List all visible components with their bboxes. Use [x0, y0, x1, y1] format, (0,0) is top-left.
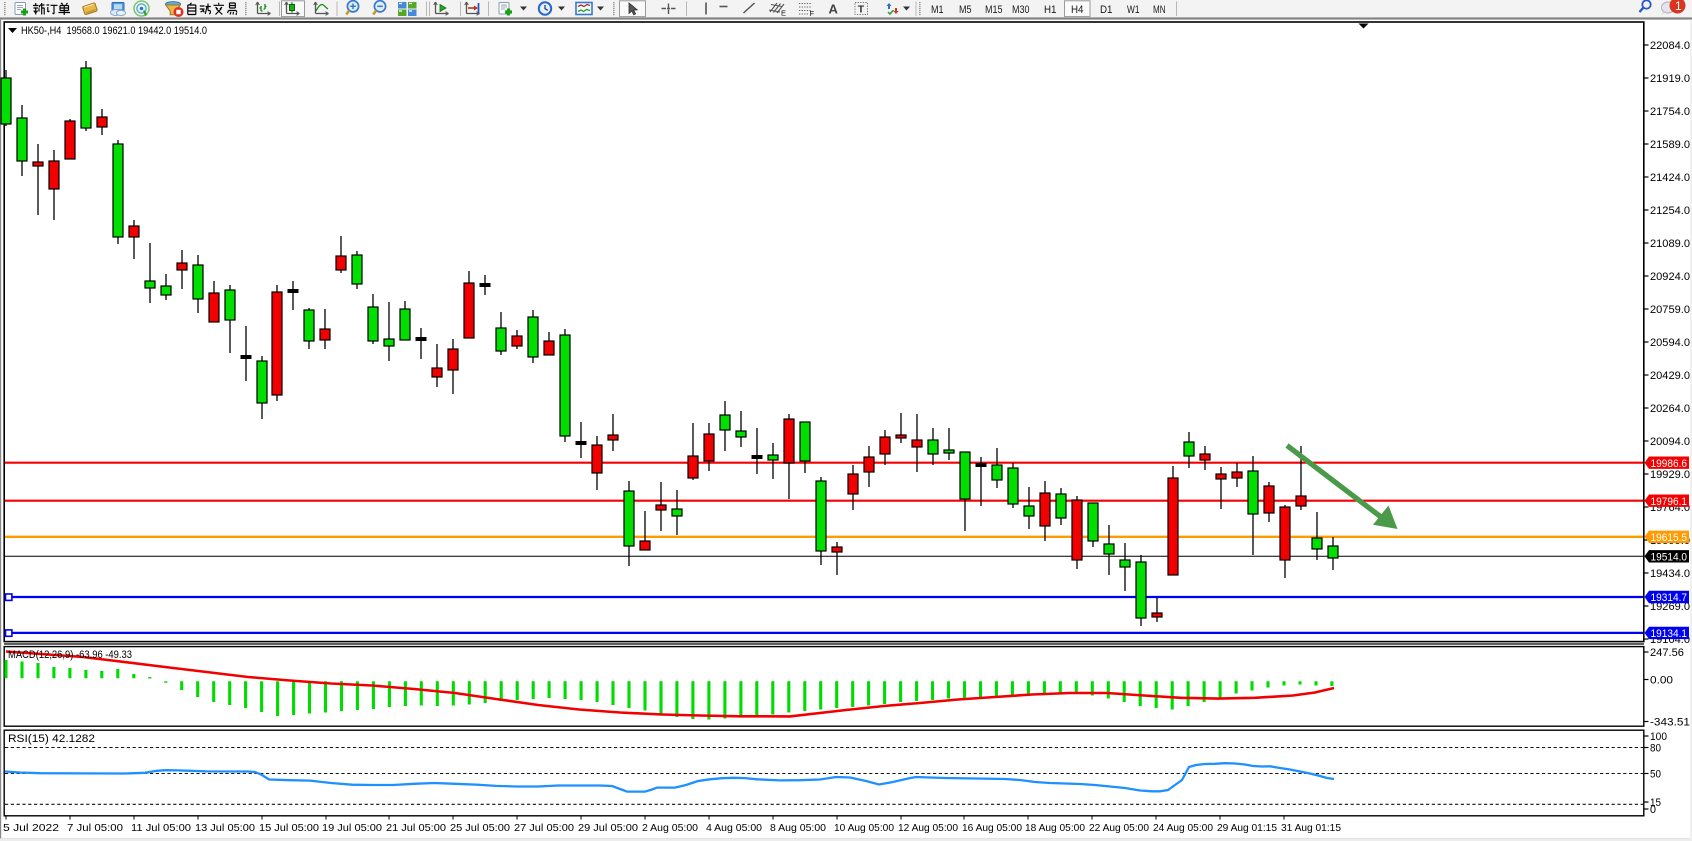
svg-text:15 Jul 05:00: 15 Jul 05:00 — [259, 822, 319, 834]
svg-text:19434.0: 19434.0 — [1650, 568, 1690, 580]
svg-text:100: 100 — [1650, 731, 1667, 743]
svg-text:1: 1 — [1675, 0, 1682, 13]
svg-text:19134.1: 19134.1 — [1651, 628, 1688, 640]
svg-text:21 Jul 05:00: 21 Jul 05:00 — [386, 822, 446, 834]
svg-text:20759.0: 20759.0 — [1650, 304, 1690, 316]
svg-text:29 Aug 01:15: 29 Aug 01:15 — [1217, 822, 1277, 834]
svg-text:21254.0: 21254.0 — [1650, 205, 1690, 217]
svg-text:20264.0: 20264.0 — [1650, 403, 1690, 415]
svg-text:13 Jul 05:00: 13 Jul 05:00 — [195, 822, 255, 834]
svg-text:21089.0: 21089.0 — [1650, 238, 1690, 250]
svg-text:27 Jul 05:00: 27 Jul 05:00 — [514, 822, 574, 834]
svg-text:0: 0 — [1650, 804, 1656, 816]
svg-text:T: T — [858, 4, 865, 16]
svg-text:7 Jul 05:00: 7 Jul 05:00 — [67, 822, 123, 834]
svg-text:D1: D1 — [1100, 4, 1113, 16]
svg-text:50: 50 — [1650, 769, 1661, 781]
svg-text:29 Jul 05:00: 29 Jul 05:00 — [578, 822, 638, 834]
svg-text:-343.51: -343.51 — [1650, 717, 1690, 729]
svg-text:M1: M1 — [931, 4, 944, 16]
svg-text:19269.0: 19269.0 — [1650, 601, 1690, 613]
svg-text:19986.6: 19986.6 — [1651, 458, 1688, 470]
svg-text:A: A — [829, 2, 839, 17]
svg-text:18 Aug 05:00: 18 Aug 05:00 — [1025, 822, 1085, 834]
svg-text:24 Aug 05:00: 24 Aug 05:00 — [1153, 822, 1213, 834]
svg-text:MN: MN — [1153, 4, 1166, 16]
svg-text:15: 15 — [1650, 797, 1661, 809]
svg-text:19314.7: 19314.7 — [1651, 592, 1688, 604]
svg-text:21424.0: 21424.0 — [1650, 172, 1690, 184]
svg-text:E: E — [781, 9, 786, 18]
svg-text:H1: H1 — [1044, 4, 1057, 16]
svg-text:31 Aug 01:15: 31 Aug 01:15 — [1281, 822, 1341, 834]
svg-text:22 Aug 05:00: 22 Aug 05:00 — [1089, 822, 1149, 834]
svg-text:11 Jul 05:00: 11 Jul 05:00 — [131, 822, 191, 834]
svg-text:M5: M5 — [959, 4, 972, 16]
svg-text:16 Aug 05:00: 16 Aug 05:00 — [962, 822, 1022, 834]
svg-text:M15: M15 — [985, 4, 1003, 16]
svg-text:80: 80 — [1650, 743, 1661, 755]
svg-text:20594.0: 20594.0 — [1650, 337, 1690, 349]
svg-text:M30: M30 — [1012, 4, 1030, 16]
svg-text:4 Aug 05:00: 4 Aug 05:00 — [706, 822, 762, 834]
svg-text:0.00: 0.00 — [1650, 675, 1673, 687]
svg-text:19615.5: 19615.5 — [1651, 532, 1688, 544]
svg-text:19796.1: 19796.1 — [1651, 496, 1688, 508]
svg-text:20924.0: 20924.0 — [1650, 271, 1690, 283]
svg-text:19929.0: 19929.0 — [1650, 469, 1690, 481]
svg-text:21589.0: 21589.0 — [1650, 139, 1690, 151]
svg-text:21919.0: 21919.0 — [1650, 73, 1690, 85]
svg-text:25 Jul 05:00: 25 Jul 05:00 — [450, 822, 510, 834]
svg-text:2 Aug 05:00: 2 Aug 05:00 — [642, 822, 698, 834]
svg-text:F: F — [810, 9, 815, 18]
svg-text:5 Jul 2022: 5 Jul 2022 — [3, 822, 59, 834]
svg-text:W1: W1 — [1127, 4, 1140, 16]
svg-text:247.56: 247.56 — [1650, 647, 1684, 659]
svg-text:8 Aug 05:00: 8 Aug 05:00 — [770, 822, 826, 834]
svg-text:19514.0: 19514.0 — [1651, 552, 1688, 564]
svg-text:22084.0: 22084.0 — [1650, 40, 1690, 52]
svg-text:20094.0: 20094.0 — [1650, 436, 1690, 448]
svg-text:12 Aug 05:00: 12 Aug 05:00 — [898, 822, 958, 834]
svg-text:RSI(15) 42.1282: RSI(15) 42.1282 — [8, 733, 95, 745]
svg-text:MACD(12,26,9) -63.96 -49.33: MACD(12,26,9) -63.96 -49.33 — [8, 649, 132, 661]
svg-text:20429.0: 20429.0 — [1650, 370, 1690, 382]
svg-text:21754.0: 21754.0 — [1650, 106, 1690, 118]
svg-text:H4: H4 — [1071, 4, 1084, 16]
svg-text:19 Jul 05:00: 19 Jul 05:00 — [322, 822, 382, 834]
svg-text:10 Aug 05:00: 10 Aug 05:00 — [834, 822, 894, 834]
svg-text:HK50-,H4 19568.0 19621.0 1944: HK50-,H4 19568.0 19621.0 19442.0 19514.0 — [21, 25, 207, 37]
